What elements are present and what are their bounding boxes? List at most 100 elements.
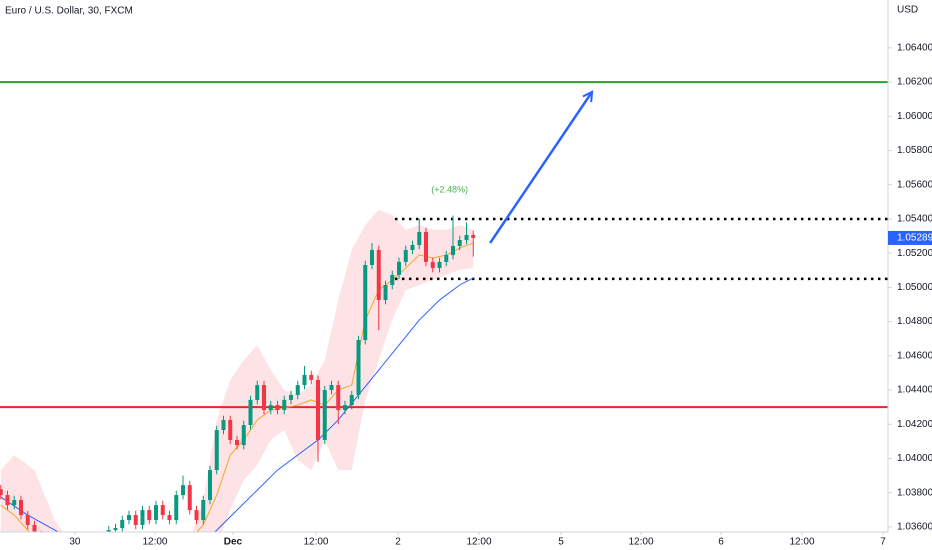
- candle-body: [160, 505, 165, 516]
- candle-body: [228, 419, 233, 440]
- candle-body: [309, 374, 314, 380]
- candle-body: [0, 489, 3, 496]
- candle-body: [430, 261, 435, 269]
- candle-body: [349, 394, 354, 406]
- candle-body: [32, 524, 37, 532]
- candle-body: [181, 485, 186, 496]
- y-axis-label: USD: [897, 5, 918, 16]
- candle-body: [410, 244, 415, 250]
- candle-body: [424, 231, 429, 262]
- y-tick-label: 1.04000: [897, 453, 932, 464]
- candle-body: [356, 340, 361, 395]
- candle-body: [343, 405, 348, 411]
- x-tick-label: 5: [558, 537, 564, 548]
- candle-body: [444, 255, 449, 262]
- candle-body: [336, 385, 341, 411]
- candle-body: [403, 249, 408, 262]
- x-tick-label: 2: [395, 537, 401, 548]
- candle-body: [100, 538, 104, 540]
- candle-body: [295, 385, 300, 395]
- candle-body: [86, 540, 90, 545]
- candle-body: [289, 394, 294, 400]
- candle-body: [113, 528, 118, 531]
- candle-body: [464, 235, 469, 240]
- candle-body: [126, 515, 131, 521]
- arrow: [489, 92, 592, 244]
- candle-body: [25, 515, 30, 525]
- y-tick-label: 1.04600: [897, 350, 932, 361]
- y-tick-label: 1.05600: [897, 179, 932, 190]
- candle-body: [167, 515, 172, 521]
- candle-body: [471, 235, 476, 238]
- candle-body: [174, 495, 179, 521]
- candle-body: [187, 485, 192, 511]
- chart-title: Euro / U.S. Dollar, 30, FXCM: [5, 6, 133, 17]
- candle-body: [93, 540, 97, 545]
- y-tick-label: 1.06000: [897, 111, 932, 122]
- candle-body: [241, 425, 246, 446]
- y-tick-label: 1.03600: [897, 522, 932, 533]
- candle-body: [363, 264, 368, 341]
- y-tick-label: 1.03800: [897, 487, 932, 498]
- indicator-line: [0, 242, 474, 532]
- x-tick-label: 30: [69, 537, 81, 548]
- last-price-label: 1.05289: [897, 233, 932, 244]
- candle-body: [147, 510, 152, 521]
- x-tick-label: 12:00: [303, 537, 328, 548]
- candle-body: [208, 470, 213, 501]
- candle-body: [255, 385, 260, 400]
- y-tick-label: 1.04200: [897, 419, 932, 430]
- y-tick-label: 1.04800: [897, 316, 932, 327]
- candle-body: [268, 405, 273, 411]
- candle-body: [437, 261, 442, 269]
- y-tick-label: 1.05400: [897, 214, 932, 225]
- candle-body: [329, 385, 334, 391]
- candle-body: [221, 419, 226, 431]
- annotation: (+2.48%): [431, 184, 468, 194]
- candle-body: [383, 284, 388, 301]
- candle-body: [376, 249, 381, 301]
- x-tick-label: 12:00: [142, 537, 167, 548]
- y-tick-label: 1.05200: [897, 248, 932, 259]
- y-tick-label: 1.05000: [897, 282, 932, 293]
- candle-body: [214, 430, 219, 471]
- candle-body: [417, 231, 422, 245]
- candle-body: [201, 500, 206, 521]
- candle-body: [282, 399, 287, 411]
- candle-body: [235, 439, 240, 446]
- x-tick-label: 12:00: [789, 537, 814, 548]
- candle-body: [106, 530, 111, 532]
- x-tick-label: 7: [880, 537, 886, 548]
- y-tick-label: 1.06200: [897, 77, 932, 88]
- candle-body: [397, 261, 402, 275]
- candle-body: [153, 505, 158, 521]
- indicator-line: [0, 277, 474, 532]
- last-price-tag: [888, 230, 932, 245]
- candle-body: [133, 515, 138, 525]
- y-tick-label: 1.05800: [897, 145, 932, 156]
- candle-body: [322, 390, 327, 440]
- candle-body: [316, 379, 321, 440]
- candle-body: [457, 239, 462, 246]
- x-tick-label: 12:00: [466, 537, 491, 548]
- candle-body: [262, 385, 267, 411]
- candle-body: [5, 495, 10, 506]
- candle-body: [302, 374, 307, 386]
- axes: 1.03600 1.03800 1.04000 1.04200 1.04400 1.046…: [69, 43, 932, 548]
- candle-body: [275, 405, 280, 411]
- candle-body: [18, 500, 23, 516]
- x-tick-label: 12:00: [628, 537, 653, 548]
- candle-body: [39, 535, 43, 545]
- candle-body: [370, 249, 375, 265]
- plot-area: (+2.48%): [0, 81, 888, 545]
- candle-body: [451, 245, 456, 256]
- y-tick-label: 1.04400: [897, 385, 932, 396]
- candle-body: [248, 399, 253, 426]
- candle-body: [194, 510, 199, 521]
- candle-body: [120, 520, 125, 529]
- y-tick-label: 1.06400: [897, 43, 932, 54]
- candle-body: [12, 500, 17, 506]
- x-tick-label: 6: [718, 537, 724, 548]
- band: [0, 209, 474, 532]
